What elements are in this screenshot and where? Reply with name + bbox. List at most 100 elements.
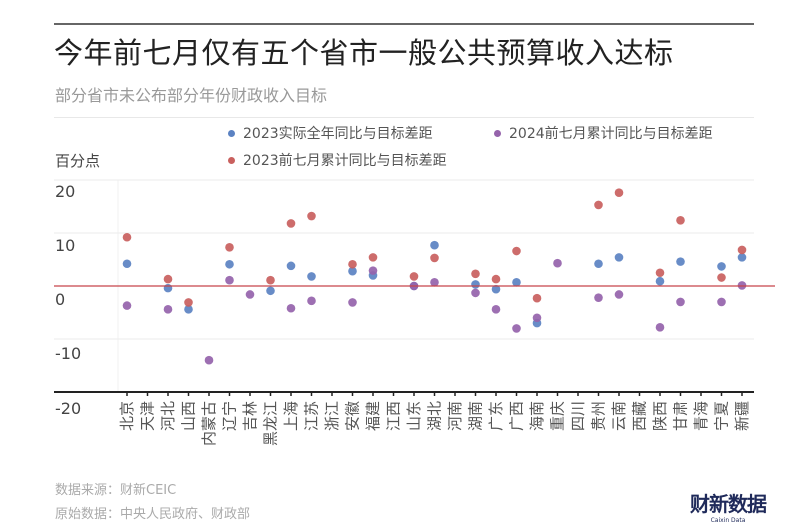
data-point	[471, 269, 480, 279]
data-point	[614, 188, 624, 198]
data-point	[491, 274, 501, 284]
data-point	[553, 258, 562, 268]
x-tick-label: 上海	[282, 401, 300, 431]
data-point	[655, 276, 665, 286]
legend-label: 2023前七月累计同比与目标差距	[243, 153, 447, 169]
data-point	[348, 266, 357, 276]
data-point	[512, 277, 521, 287]
data-point	[594, 200, 603, 210]
original-data-source: 原始数据：中央人民政府、财政部	[55, 507, 251, 522]
y-axis-unit-label: 百分点	[55, 152, 101, 170]
x-tick-label: 宁夏	[713, 401, 731, 431]
data-point	[163, 305, 173, 314]
data-point	[491, 305, 501, 314]
data-point	[286, 219, 296, 228]
data-point	[532, 313, 542, 323]
x-tick-label: 新疆	[733, 401, 751, 431]
data-point	[122, 232, 132, 242]
x-tick-label: 北京	[118, 401, 136, 431]
x-tick-label: 辽宁	[221, 401, 239, 431]
y-tick-label: -20	[55, 399, 82, 418]
top-rule	[54, 23, 754, 25]
data-point	[225, 259, 234, 269]
x-tick-label: 重庆	[549, 401, 567, 431]
x-tick-label: 天津	[139, 401, 157, 431]
data-point	[204, 355, 214, 365]
data-point	[307, 296, 316, 306]
legend-marker-icon	[228, 129, 235, 137]
x-tick-label: 吉林	[241, 401, 259, 431]
x-tick-label: 浙江	[323, 401, 341, 431]
data-point	[225, 275, 234, 285]
data-point	[512, 324, 521, 333]
data-point	[266, 286, 275, 296]
data-point	[532, 293, 542, 303]
y-tick-label: 0	[55, 290, 66, 309]
data-point	[676, 257, 685, 266]
x-tick-label: 广西	[508, 401, 526, 431]
data-point	[491, 284, 501, 294]
legend-label: 2023实际全年同比与目标差距	[243, 126, 433, 142]
x-tick-label: 广东	[487, 401, 505, 431]
legend-item-2024-jan-jul: 2024前七月累计同比与目标差距	[494, 123, 713, 143]
data-point	[122, 259, 132, 269]
logo-text: 财新数据	[690, 492, 767, 516]
chart-subtitle: 部分省市未公布部分年份财政收入目标	[55, 86, 328, 105]
data-point	[286, 261, 296, 271]
x-tick-label: 青海	[692, 401, 710, 431]
legend-marker-icon	[494, 129, 501, 137]
y-tick-label: 10	[55, 236, 76, 255]
data-point	[409, 272, 419, 281]
y-tick-label: 20	[55, 182, 76, 201]
data-point	[348, 259, 357, 269]
logo-subtext: Caixin Data	[710, 517, 746, 524]
data-point	[594, 259, 603, 269]
legend-item-2023-full-year: 2023实际全年同比与目标差距	[228, 123, 433, 143]
x-tick-label: 河南	[446, 401, 464, 431]
data-point	[655, 323, 665, 332]
x-tick-label: 海南	[528, 401, 546, 431]
x-tick-label: 山西	[180, 401, 198, 431]
data-point	[368, 253, 378, 262]
data-point	[225, 243, 234, 252]
legend-label: 2024前七月累计同比与目标差距	[509, 126, 713, 142]
data-point	[614, 290, 624, 299]
data-point	[286, 303, 296, 313]
divider	[54, 117, 754, 118]
x-tick-label: 陕西	[651, 401, 669, 431]
data-point	[717, 297, 726, 307]
data-point	[430, 277, 439, 287]
data-point	[184, 298, 193, 307]
x-tick-label: 云南	[610, 401, 628, 431]
data-point	[307, 211, 316, 221]
x-tick-label: 江西	[385, 401, 403, 431]
x-tick-label: 安徽	[344, 401, 362, 431]
legend-item-2023-jan-jul: 2023前七月累计同比与目标差距	[228, 150, 447, 170]
data-point	[245, 290, 255, 299]
data-point	[122, 301, 132, 310]
data-point	[717, 262, 726, 271]
data-point	[348, 298, 357, 307]
x-tick-label: 湖南	[467, 401, 485, 431]
data-point	[430, 240, 439, 250]
x-tick-label: 四川	[569, 401, 587, 431]
data-point	[594, 293, 603, 302]
data-point	[614, 253, 624, 262]
x-tick-label: 福建	[364, 401, 382, 431]
chart-title: 今年前七月仅有五个省市一般公共预算收入达标	[54, 36, 674, 70]
x-tick-label: 内蒙古	[200, 401, 218, 446]
data-point	[676, 215, 685, 225]
x-tick-label: 山东	[405, 401, 423, 431]
data-point	[307, 272, 316, 281]
x-tick-label: 西藏	[631, 401, 649, 431]
x-tick-label: 甘肃	[672, 401, 690, 431]
data-point	[717, 273, 726, 282]
data-point	[512, 246, 521, 256]
data-point	[163, 274, 173, 284]
data-point	[676, 297, 685, 307]
data-point	[471, 288, 480, 298]
data-point	[368, 266, 378, 275]
x-tick-label: 河北	[159, 401, 177, 431]
data-point	[266, 275, 275, 285]
